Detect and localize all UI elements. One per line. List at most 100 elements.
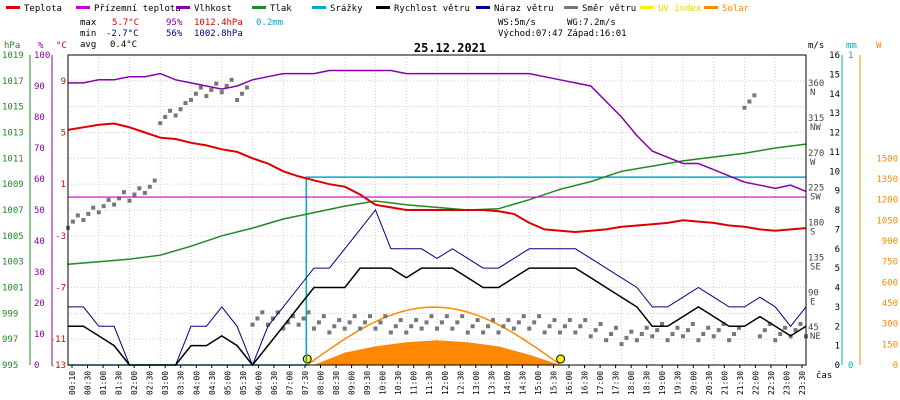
x-tick-label: 07:00 [285,371,294,395]
wind-dir-point [96,210,101,215]
pressure-tick: 1003 [2,258,24,268]
x-tick-label: 05:00 [223,371,232,395]
wind-dir-point [435,326,439,331]
humidity-tick: 90 [34,82,45,92]
temp-tick: 1 [61,180,66,190]
x-tick-label: 02:00 [130,371,139,395]
wind-speed-unit: m/s [808,41,824,51]
wind-dir-point [757,334,762,339]
wind-dir-tick: 135 SE [808,253,824,272]
solar-tick: 150 [882,340,898,350]
wind-dir-point [306,310,311,315]
x-tick-label: 02:30 [146,371,155,395]
rain-unit: mm [846,41,857,51]
wind-dir-point [198,85,203,90]
wind-dir-point [742,105,747,110]
humidity-tick: 60 [34,175,45,185]
wind-dir-point [312,326,316,331]
stats-wg: WG:7.2m/s [567,18,616,28]
solar-tick: 900 [882,237,898,247]
wind-dir-point [101,204,106,209]
wind-dir-point [665,338,670,343]
wind-dir-point [593,328,598,333]
wind-dir-point [158,121,163,126]
stats-max-temp: 5.7°C [112,18,139,28]
x-tick-label: 11:00 [410,371,419,395]
solar-area [314,340,560,365]
wind-dir-point [767,321,772,326]
legend-swatch [76,6,90,9]
x-tick-label: 09:00 [348,371,357,395]
x-tick-label: 01:30 [115,371,124,395]
stats-max-label: max [80,18,97,28]
wind-dir-point [486,324,491,329]
wind-speed-tick: 7 [835,225,840,235]
wind-dir-point [367,314,372,319]
wind-dir-point [117,196,122,201]
wind-dir-point [106,197,111,202]
wind-dir-point [762,328,767,333]
wind-dir-point [650,334,655,339]
wind-dir-point [793,328,798,333]
wind-dir-tick: 270 W [808,149,824,168]
wind-dir-point [429,314,434,319]
wind-dir-point [736,325,741,330]
wind-dir-point [352,314,357,319]
legend-label: Náraz větru [494,4,554,14]
wind-dir-point [727,338,732,343]
wind-speed-tick: 9 [835,187,840,197]
legend-swatch [640,6,654,9]
temp-tick: 9 [61,77,66,87]
wind-dir-point [270,316,275,321]
wind-dir-point [783,325,788,330]
wind-dir-tick: 360 N [808,79,824,98]
legend-swatch [376,6,390,9]
solar-tick: 1200 [876,196,898,206]
wind-dir-point [229,77,234,82]
wind-dir-point [255,316,260,321]
x-tick-label: 13:00 [472,371,481,395]
axes: hPa% °C1019101710151013101110091007100510… [2,41,898,395]
wind-dir-point [337,318,342,323]
wind-dir-point [798,321,803,326]
humidity-tick: 40 [34,237,45,247]
x-tick-label: 15:30 [549,371,558,395]
x-tick-label: 13:30 [487,371,496,395]
wind-dir-point [91,205,96,210]
wind-dir-point [250,322,255,327]
wind-dir-point [547,324,552,329]
wind-dir-point [470,324,475,329]
wind-dir-point [132,192,137,197]
x-tick-label: 09:30 [363,371,372,395]
wind-speed-tick: 16 [829,51,840,61]
wind-dir-point [511,326,516,331]
wind-dir-point [439,320,444,325]
wind-dir-point [588,334,593,339]
x-tick-label: 22:30 [767,371,776,395]
x-tick-label: 21:00 [720,371,729,395]
wind-dir-point [752,93,757,98]
legend-swatch [252,6,266,9]
wind-dir-point [70,219,75,224]
wind-dir-point [393,324,398,329]
pressure-tick: 1011 [2,154,24,164]
wind-dir-point [347,320,352,325]
wind-dir-point [567,318,572,323]
stats-block: max 5.7°C 95% 1012.4hPa 0.2mm min -2.7°C… [80,18,627,50]
humidity-unit: % [38,41,44,51]
wind-speed-tick: 8 [835,206,840,216]
solar-tick: 750 [882,258,898,268]
wind-dir-point [224,84,229,88]
x-tick-label: 10:30 [394,371,403,395]
temperature-series [67,122,807,234]
wind-speed-tick: 11 [829,148,840,158]
wind-dir-point [532,320,537,325]
wind-dir-point [778,332,783,336]
wind-dir-point [506,318,511,323]
solar-tick: 600 [882,278,898,288]
wind-dir-point [604,338,609,343]
wind-dir-point [619,342,624,347]
pressure-unit: hPa [4,41,20,51]
wind-dir-point [675,325,680,330]
wind-dir-point [316,320,321,325]
